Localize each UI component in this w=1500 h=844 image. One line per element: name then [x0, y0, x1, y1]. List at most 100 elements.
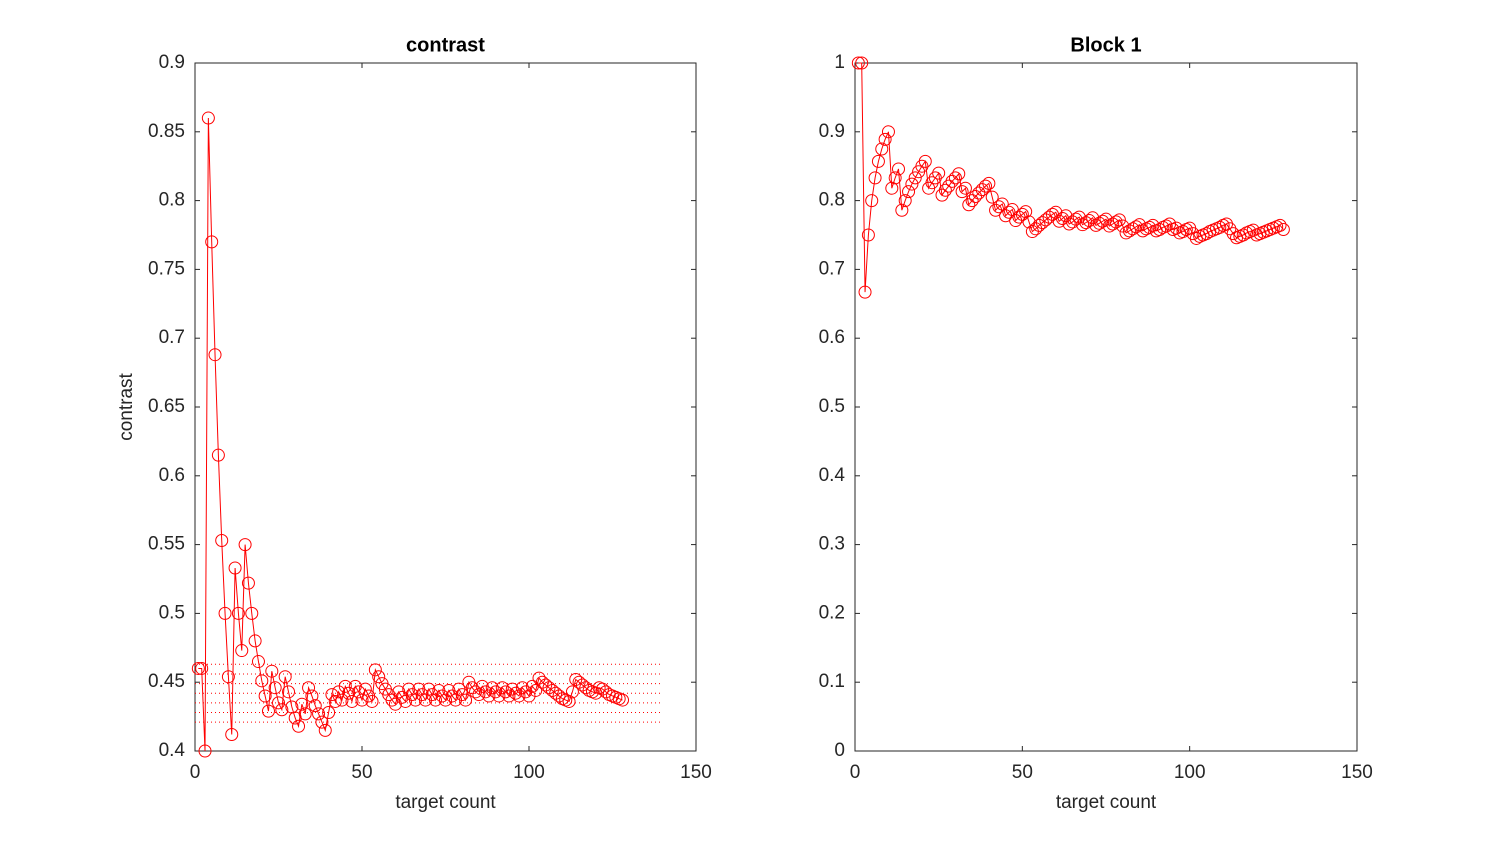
data-point	[445, 689, 459, 703]
data-point	[278, 670, 292, 684]
data-point	[945, 174, 959, 188]
data-point	[482, 689, 496, 703]
data-point	[225, 727, 239, 741]
data-point	[925, 176, 939, 190]
y-tick-label: 0.5	[819, 396, 845, 417]
data-point	[305, 689, 319, 703]
data-point	[985, 190, 999, 204]
chart-title: Block 1	[1070, 34, 1141, 56]
data-point	[388, 697, 402, 711]
data-point	[935, 188, 949, 202]
data-point	[1226, 227, 1240, 241]
data-point	[342, 686, 356, 700]
y-tick-label: 0.75	[148, 258, 185, 279]
data-point	[428, 693, 442, 707]
data-point	[908, 171, 922, 185]
data-point	[1169, 221, 1183, 235]
x-tick-label: 150	[680, 762, 712, 783]
data-point	[565, 685, 579, 699]
data-point	[1076, 218, 1090, 232]
y-tick-label: 0.65	[148, 396, 185, 417]
data-point	[295, 697, 309, 711]
data-point	[268, 681, 282, 695]
x-tick-label: 50	[1012, 762, 1033, 783]
data-point	[215, 533, 229, 547]
data-point	[292, 719, 306, 733]
y-tick-label: 0.3	[819, 534, 845, 555]
data-point	[1132, 218, 1146, 232]
data-point	[515, 681, 529, 695]
data-point	[1143, 220, 1157, 234]
data-point	[1116, 219, 1130, 233]
data-point	[499, 685, 513, 699]
data-point	[885, 181, 899, 195]
data-point	[962, 198, 976, 212]
data-point	[938, 183, 952, 197]
x-tick-label: 0	[190, 762, 201, 783]
data-point	[241, 576, 255, 590]
data-point	[1102, 219, 1116, 233]
data-point	[955, 185, 969, 199]
data-point	[1219, 217, 1233, 231]
data-point	[952, 167, 966, 181]
y-tick-label: 0.6	[819, 327, 845, 348]
data-point	[1126, 222, 1140, 236]
data-point	[489, 685, 503, 699]
data-point	[905, 177, 919, 191]
data-point	[888, 171, 902, 185]
data-point	[898, 194, 912, 208]
data-point	[365, 694, 379, 708]
data-point	[1092, 216, 1106, 230]
data-point	[979, 179, 993, 193]
data-point	[918, 154, 932, 168]
y-tick-label: 0.9	[159, 52, 185, 73]
data-point	[1109, 215, 1123, 229]
data-point	[251, 655, 265, 669]
y-tick-label: 0.8	[159, 190, 185, 211]
data-point	[579, 681, 593, 695]
data-point	[459, 693, 473, 707]
data-point	[915, 159, 929, 173]
data-point	[245, 606, 259, 620]
data-point	[308, 699, 322, 713]
data-point	[1223, 222, 1237, 236]
data-point	[871, 154, 885, 168]
data-point	[495, 681, 509, 695]
data-point	[282, 685, 296, 699]
data-point	[1112, 213, 1126, 227]
data-point	[218, 606, 232, 620]
data-point	[398, 694, 412, 708]
data-point	[472, 688, 486, 702]
data-point	[1213, 220, 1227, 234]
data-point	[328, 694, 342, 708]
y-tick-label: 0.55	[148, 534, 185, 555]
data-point	[1153, 222, 1167, 236]
x-tick-label: 0	[850, 762, 861, 783]
data-point	[861, 228, 875, 242]
data-point	[238, 538, 252, 552]
data-point	[875, 142, 889, 156]
data-point	[198, 744, 212, 758]
data-point	[1096, 214, 1110, 228]
data-point	[465, 681, 479, 695]
data-point	[982, 176, 996, 190]
data-point	[1082, 214, 1096, 228]
data-point	[338, 679, 352, 693]
y-tick-label: 0.85	[148, 121, 185, 142]
data-point	[312, 707, 326, 721]
data-point	[211, 448, 225, 462]
y-tick-label: 0.1	[819, 671, 845, 692]
data-point	[345, 694, 359, 708]
x-tick-label: 150	[1341, 762, 1373, 783]
data-point	[1186, 227, 1200, 241]
y-axis-label: contrast	[116, 372, 137, 440]
data-point	[201, 111, 215, 125]
data-point	[335, 693, 349, 707]
data-point	[1176, 225, 1190, 239]
data-point	[532, 671, 546, 685]
x-tick-label: 50	[351, 762, 372, 783]
axes-box	[854, 62, 1358, 752]
data-point	[248, 634, 262, 648]
